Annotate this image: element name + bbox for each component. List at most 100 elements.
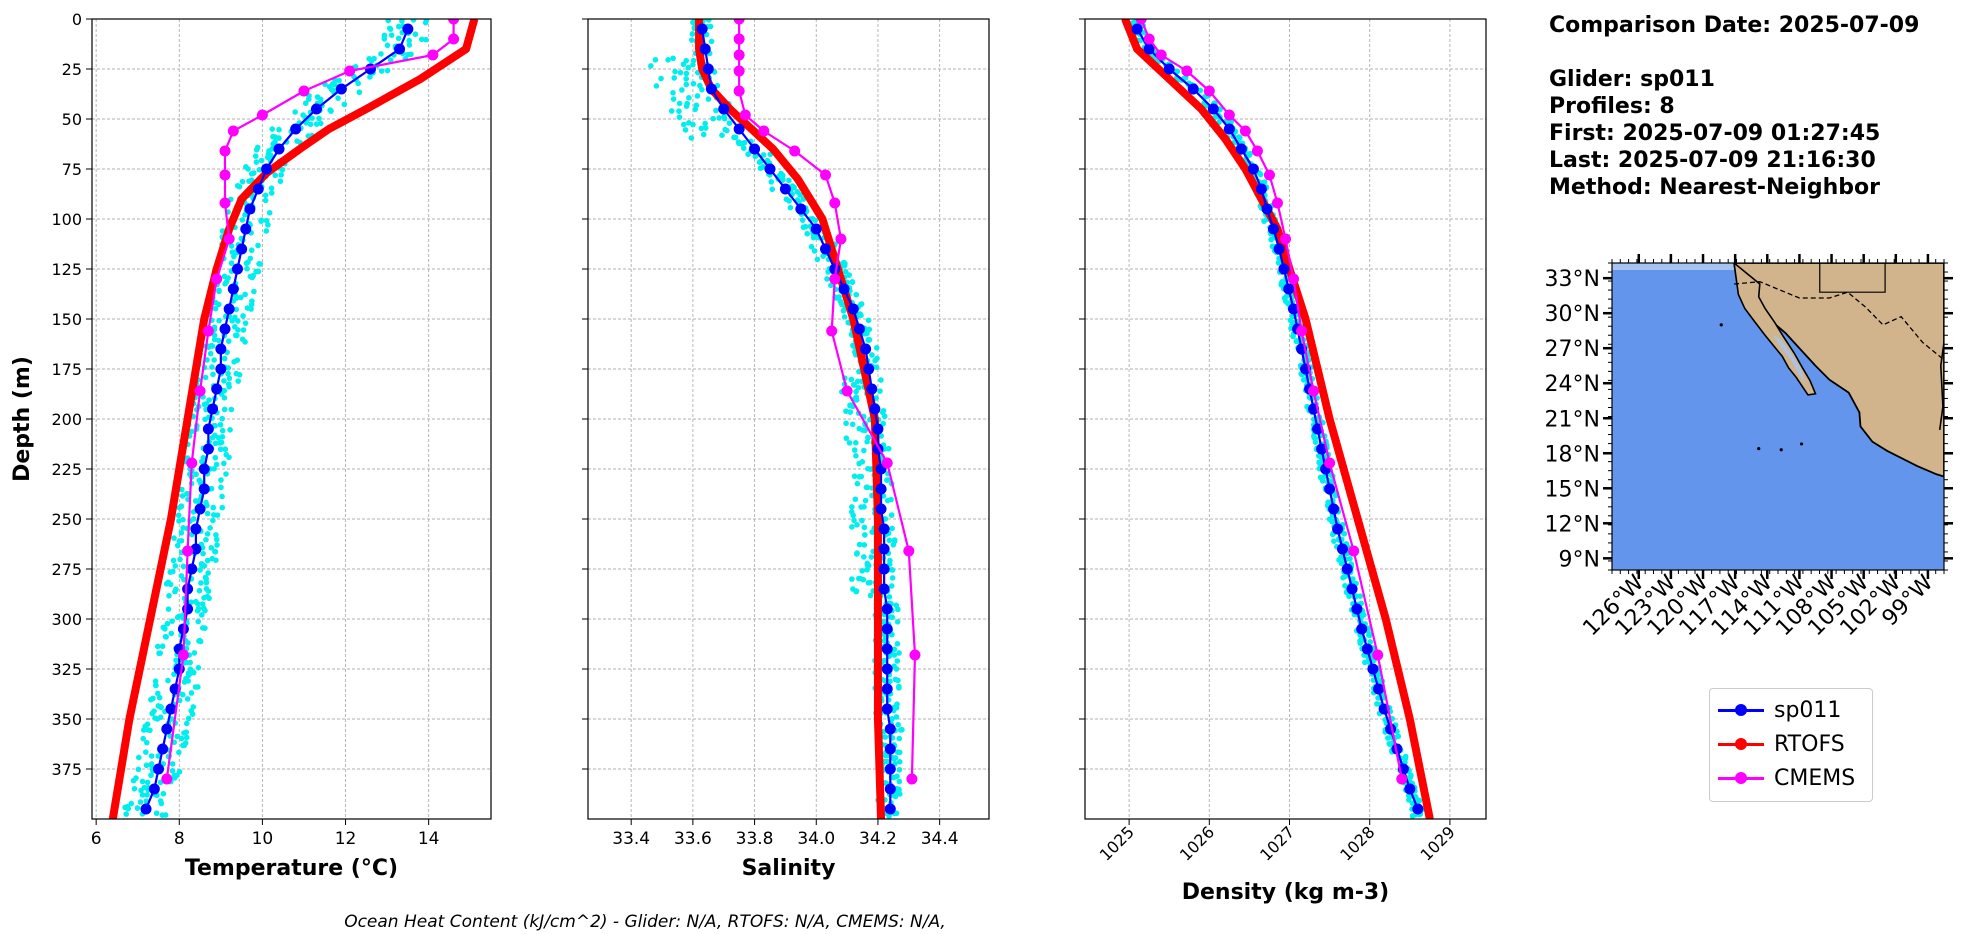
data-point-sp011 [148, 783, 160, 795]
glider-scatter-point [378, 68, 385, 74]
glider-scatter-point [856, 460, 862, 467]
x-tick-label: 33.4 [612, 829, 650, 849]
glider-scatter-point [170, 557, 177, 564]
x-tick-label: 14 [418, 829, 440, 849]
glider-scatter-point [688, 135, 695, 141]
data-point-sp011 [878, 523, 890, 535]
data-point-sp011 [764, 163, 776, 175]
glider-scatter-point [149, 710, 155, 717]
glider-scatter-point [367, 74, 373, 80]
glider-scatter-point [221, 395, 228, 401]
island [1757, 447, 1761, 451]
glider-scatter-point [1329, 518, 1335, 525]
data-point-sp011 [211, 383, 223, 395]
glider-scatter-point [811, 248, 818, 254]
glider-scatter-point [1331, 538, 1337, 544]
glider-scatter-point [179, 493, 186, 499]
glider-scatter-point [189, 711, 196, 717]
data-point-cmems [219, 145, 231, 157]
glider-scatter-point [198, 612, 205, 618]
data-point-sp011 [1283, 283, 1295, 295]
glider-scatter-point [716, 115, 722, 121]
data-point-cmems [256, 109, 268, 121]
gulf-coast [1938, 342, 1944, 431]
data-point-rtofs [1133, 45, 1141, 53]
data-point-rtofs [1165, 75, 1173, 83]
x-axis-label: Density (kg m-3) [1182, 880, 1390, 905]
data-point-cmems [182, 545, 194, 557]
glider-scatter-point [648, 63, 654, 69]
glider-scatter-point [355, 80, 361, 87]
glider-scatter-point [148, 761, 155, 767]
glider-scatter-point [690, 57, 697, 64]
glider-scatter-point [134, 805, 141, 811]
legend-label: sp011 [1774, 697, 1842, 723]
glider-scatter-point [221, 355, 228, 362]
state-border [1819, 263, 1886, 293]
data-point-rtofs [184, 415, 192, 423]
island [1779, 448, 1783, 452]
glider-scatter-point [676, 114, 683, 121]
glider-scatter-point [253, 146, 260, 153]
data-point-rtofs [1426, 815, 1434, 819]
glider-scatter-point [1347, 555, 1353, 562]
glider-scatter-point [853, 388, 859, 395]
glider-scatter-point [276, 126, 282, 133]
glider-scatter-point [233, 306, 240, 313]
glider-scatter-point [142, 749, 149, 755]
glider-scatter-point [861, 447, 867, 454]
glider-scatter-point [384, 42, 391, 49]
glider-scatter-point [266, 209, 273, 216]
glider-scatter-point [212, 454, 219, 461]
glider-scatter-point [226, 384, 232, 390]
data-point-cmems [1271, 197, 1283, 209]
first-profile-time: First: 2025-07-09 01:27:45 [1549, 121, 1881, 146]
glider-scatter-point [239, 178, 246, 185]
glider-scatter-point [891, 646, 898, 653]
x-axis-label: Salinity [742, 856, 836, 881]
glider-scatter-point [177, 556, 183, 563]
glider-scatter-point [240, 313, 246, 319]
data-point-sp011 [182, 603, 194, 615]
glider-scatter-point [240, 327, 247, 333]
glider-scatter-point [218, 439, 225, 446]
glider-scatter-point [862, 497, 869, 504]
glider-scatter-point [168, 630, 175, 637]
glider-scatter-point [234, 182, 241, 189]
glider-scatter-point [183, 734, 190, 741]
data-point-sp011 [198, 463, 210, 475]
glider-scatter-point [665, 57, 671, 63]
data-point-sp011 [702, 63, 714, 75]
glider-scatter-point [212, 432, 218, 439]
data-point-sp011 [190, 523, 202, 535]
glider-scatter-point [735, 139, 742, 145]
glider-scatter-point [851, 447, 858, 453]
glider-scatter-point [881, 637, 887, 644]
data-point-cmems [789, 145, 801, 157]
glider-scatter-point [858, 504, 864, 510]
glider-scatter-point [208, 342, 215, 349]
glider-scatter-point [668, 108, 675, 114]
glider-scatter-point [219, 434, 226, 440]
glider-scatter-point [880, 407, 887, 414]
glider-scatter-point [272, 134, 278, 140]
data-point-rtofs [1354, 515, 1362, 523]
glider-scatter-point [164, 620, 171, 627]
glider-scatter-point [203, 536, 209, 543]
glider-scatter-point [171, 535, 177, 541]
glider-scatter-point [1406, 797, 1412, 803]
glider-scatter-point [726, 120, 733, 126]
axes-frame [587, 18, 990, 820]
glider-scatter-point [183, 720, 190, 727]
data-point-sp011 [1367, 663, 1379, 675]
glider-scatter-point [680, 121, 687, 128]
glider-scatter-point [225, 338, 232, 344]
glider-scatter-point [882, 734, 889, 740]
glider-scatter-point [203, 586, 210, 592]
glider-scatter-point [163, 634, 169, 640]
glider-scatter-point [700, 131, 707, 138]
y-tick-label: 350 [51, 710, 82, 729]
data-point-cmems [1308, 385, 1320, 397]
glider-scatter-point [851, 473, 858, 480]
data-point-rtofs [238, 195, 246, 203]
